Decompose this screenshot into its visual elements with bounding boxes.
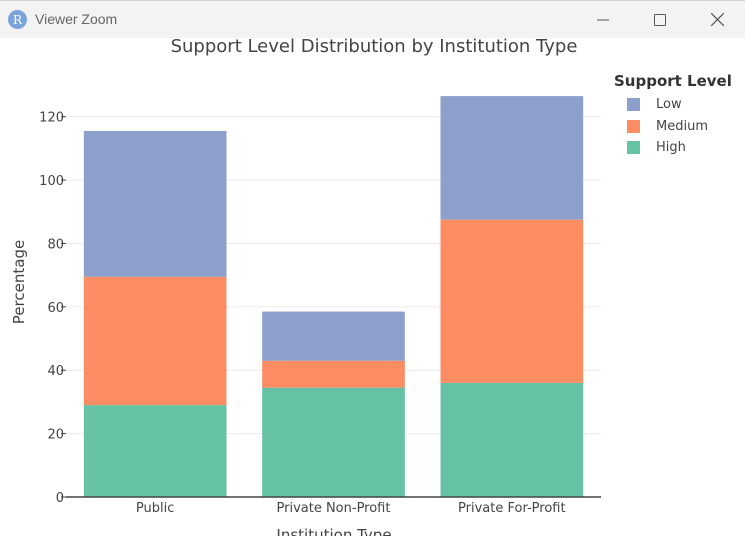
window-title: Viewer Zoom bbox=[35, 11, 118, 27]
y-axis: 0 20 40 60 80 100 120 bbox=[39, 111, 66, 506]
x-axis-label: Institution Type bbox=[276, 526, 391, 536]
bar-segment-low bbox=[262, 311, 405, 361]
y-tick-label: 0 bbox=[56, 491, 64, 506]
y-tick-label: 120 bbox=[39, 111, 64, 126]
close-button[interactable] bbox=[689, 1, 745, 38]
legend-swatch bbox=[627, 119, 640, 133]
x-tick-label: Private For-Profit bbox=[458, 501, 566, 516]
bar-segment-medium bbox=[262, 360, 405, 388]
r-app-icon: R bbox=[8, 10, 27, 29]
x-tick-label: Public bbox=[136, 501, 174, 516]
legend-label: Medium bbox=[656, 118, 708, 134]
legend-item-medium[interactable]: Medium bbox=[614, 116, 732, 138]
minimize-icon bbox=[597, 19, 609, 20]
x-tick-label: Private Non-Profit bbox=[277, 501, 391, 516]
y-tick-label: 100 bbox=[39, 174, 64, 189]
chart-title: Support Level Distribution by Institutio… bbox=[171, 38, 578, 57]
x-axis: Public Private Non-Profit Private For-Prof… bbox=[66, 496, 601, 516]
y-tick-label: 60 bbox=[47, 301, 64, 316]
bar-stacks bbox=[83, 96, 584, 497]
bar-segment-medium bbox=[83, 276, 227, 406]
legend: Support Level Low Medium High bbox=[614, 72, 732, 159]
stacked-bar-chart: 0 20 40 60 80 100 120 Public Private Non-Profit… bbox=[10, 38, 601, 536]
y-axis-label: Percentage bbox=[10, 240, 28, 324]
legend-label: High bbox=[656, 140, 686, 156]
y-tick-label: 80 bbox=[47, 237, 64, 252]
bar-segment-high bbox=[440, 382, 584, 497]
legend-title: Support Level bbox=[614, 72, 732, 90]
bar-segment-low bbox=[83, 130, 227, 277]
bar-segment-high bbox=[262, 387, 405, 497]
close-icon bbox=[710, 13, 724, 26]
bar-segment-medium bbox=[440, 219, 584, 383]
maximize-button[interactable] bbox=[632, 1, 688, 38]
maximize-icon bbox=[654, 13, 666, 26]
legend-swatch bbox=[627, 141, 640, 155]
bar-segment-low bbox=[440, 96, 584, 220]
legend-label: Low bbox=[656, 97, 682, 113]
y-tick-label: 40 bbox=[47, 364, 64, 379]
bar-segment-high bbox=[83, 405, 227, 497]
minimize-button[interactable] bbox=[575, 1, 631, 38]
y-tick-label: 20 bbox=[47, 428, 64, 443]
legend-item-low[interactable]: Low bbox=[614, 94, 732, 116]
app-icon-letter: R bbox=[12, 12, 23, 27]
window-titlebar: R Viewer Zoom bbox=[0, 0, 745, 38]
legend-item-high[interactable]: High bbox=[614, 137, 732, 159]
legend-swatch bbox=[627, 98, 640, 112]
